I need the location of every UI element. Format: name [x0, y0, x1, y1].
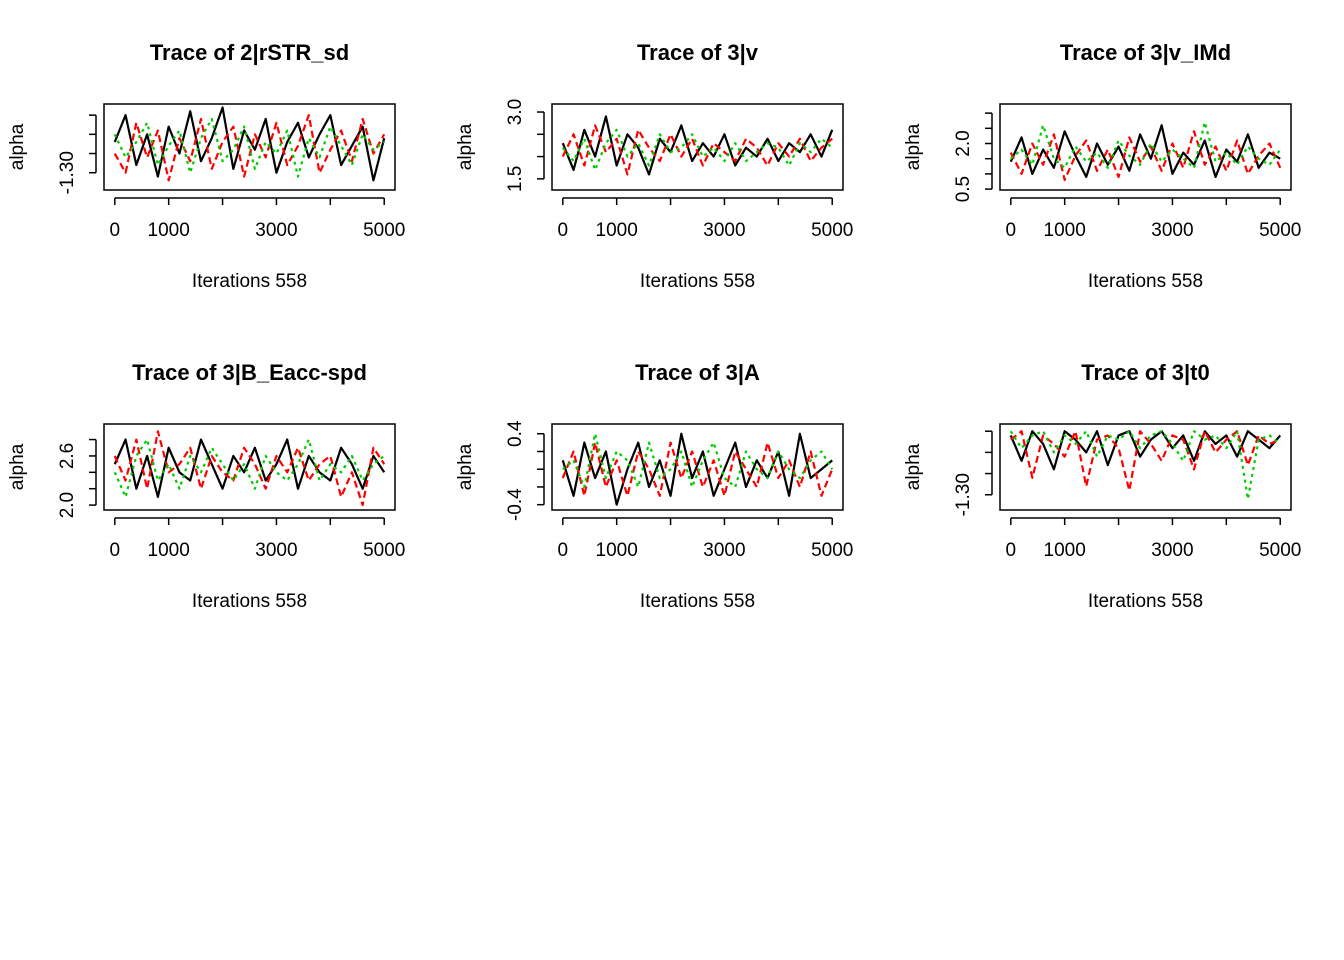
x-tick-label: 3000	[1151, 540, 1193, 561]
trace-line	[1010, 430, 1281, 492]
x-tick-label: 5000	[363, 540, 405, 561]
panel: Trace of 3|v Iterations 558 alpha 0 1000 3000…	[455, 40, 853, 292]
chart-title: Trace of 2|rSTR_sd	[150, 40, 349, 65]
y-tick-label: 2.0	[57, 492, 78, 518]
x-tick-label: 3000	[255, 220, 297, 241]
trace-line	[561, 432, 833, 506]
x-tick-label: 1000	[596, 220, 638, 241]
y-tick-label: -1.30	[57, 151, 78, 194]
x-tick-label: 5000	[1259, 540, 1301, 561]
x-tick-label: 5000	[811, 220, 853, 241]
x-tick-label: 3000	[703, 540, 745, 561]
x-tick-label: 5000	[811, 540, 853, 561]
trace-line	[1009, 130, 1282, 182]
x-tick-label: 1000	[148, 540, 190, 561]
y-tick-label: 2.0	[953, 130, 974, 156]
trace-line	[562, 432, 834, 489]
chart-title: Trace of 3|v	[637, 40, 759, 65]
chart-title: Trace of 3|B_Eacc-spd	[132, 360, 367, 385]
trace-line	[561, 441, 834, 497]
x-tick-label: 1000	[1044, 540, 1086, 561]
x-tick-label: 1000	[596, 540, 638, 561]
panel: Trace of 3|v_IMd Iterations 558 alpha 0 1000…	[903, 40, 1301, 292]
plot-frame	[551, 423, 844, 511]
y-tick-label: 3.0	[505, 99, 526, 125]
plot-frame	[551, 103, 844, 191]
x-axis-label: Iterations 558	[1088, 591, 1203, 612]
plot-frame	[999, 103, 1292, 191]
x-axis-label: Iterations 558	[640, 591, 755, 612]
y-tick-label: 0.5	[953, 176, 974, 202]
x-tick-label: 1000	[148, 220, 190, 241]
y-tick-label: -0.4	[505, 488, 526, 521]
trace-line	[113, 438, 385, 498]
x-tick-label: 5000	[1259, 220, 1301, 241]
panel: Trace of 3|t0 Iterations 558 alpha 0 1000 300…	[903, 360, 1301, 612]
x-tick-label: 3000	[255, 540, 297, 561]
trace-line	[113, 106, 386, 182]
x-tick-label: 0	[1005, 540, 1016, 561]
y-tick-label: 0.4	[505, 420, 526, 447]
trace-line	[113, 430, 386, 507]
trace-line	[113, 114, 386, 182]
y-tick-label: 2.6	[57, 443, 78, 469]
plot-frame	[103, 423, 396, 511]
trace-line	[113, 438, 386, 498]
y-axis-label: alpha	[903, 123, 924, 170]
y-tick-label: -1.30	[953, 473, 974, 516]
y-axis-label: alpha	[455, 123, 476, 170]
x-tick-label: 5000	[363, 220, 405, 241]
x-axis-label: Iterations 558	[1088, 271, 1203, 292]
chart-title: Trace of 3|v_IMd	[1060, 40, 1231, 65]
trace-line	[113, 117, 385, 178]
x-tick-label: 1000	[1044, 220, 1086, 241]
y-axis-label: alpha	[455, 443, 476, 490]
plot-frame	[103, 103, 396, 191]
x-tick-label: 0	[109, 220, 120, 241]
panel: Trace of 3|B_Eacc-spd Iterations 558 alpha…	[7, 360, 405, 612]
x-tick-label: 0	[109, 540, 120, 561]
x-tick-label: 3000	[1151, 220, 1193, 241]
x-tick-label: 0	[557, 220, 568, 241]
chart-title: Trace of 3|A	[635, 360, 760, 385]
x-tick-label: 0	[557, 540, 568, 561]
y-tick-label: 1.5	[505, 166, 526, 192]
y-axis-label: alpha	[903, 443, 924, 490]
x-tick-label: 0	[1005, 220, 1016, 241]
chart-title: Trace of 3|t0	[1081, 360, 1209, 385]
trace-line	[561, 124, 833, 176]
panel: Trace of 2|rSTR_sd Iterations 558 alpha 0 10…	[7, 40, 405, 292]
y-axis-label: alpha	[7, 443, 28, 490]
plot-frame	[999, 423, 1292, 511]
x-axis-label: Iterations 558	[640, 271, 755, 292]
y-axis-label: alpha	[7, 123, 28, 170]
panel: Trace of 3|A Iterations 558 alpha 0 1000 3000…	[455, 360, 853, 612]
x-axis-label: Iterations 558	[192, 271, 307, 292]
trace-line	[561, 128, 833, 172]
trace-line	[1009, 430, 1282, 471]
trace-line	[1009, 124, 1281, 179]
x-tick-label: 3000	[703, 220, 745, 241]
x-axis-label: Iterations 558	[192, 591, 307, 612]
